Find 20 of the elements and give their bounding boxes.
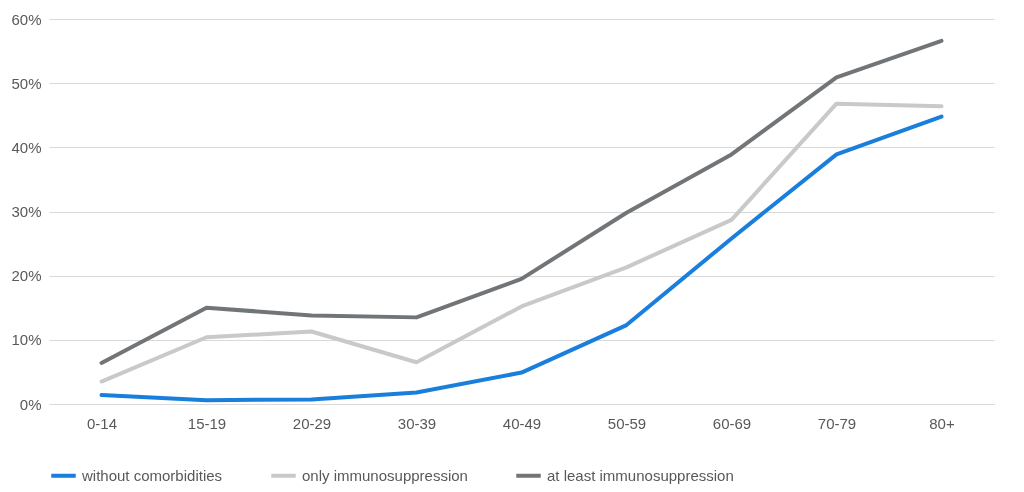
x-tick-label: 30-39: [397, 414, 437, 432]
y-tick-label: 0%: [19, 395, 42, 413]
y-tick-label: 50%: [11, 74, 42, 92]
x-tick-label: 20-29: [292, 414, 332, 432]
legend-label: only immunosuppression: [302, 466, 468, 484]
x-tick-label: 60-69: [712, 414, 752, 432]
legend-label: without comorbidities: [81, 466, 223, 484]
x-tick-label: 15-19: [187, 414, 227, 432]
line-series: [99, 38, 944, 365]
x-tick-label: 80+: [929, 414, 955, 432]
y-tick-label: 30%: [11, 203, 42, 220]
x-tick-label: 40-49: [502, 414, 542, 432]
x-tick-label: 70-79: [817, 414, 857, 432]
y-tick-label: 20%: [11, 267, 42, 285]
x-tick-label: 50-59: [607, 414, 647, 432]
y-tick-label: 10%: [11, 331, 42, 349]
legend-label: at least immunosuppression: [547, 466, 734, 484]
x-tick-label: 0-14: [86, 414, 118, 432]
y-tick-label: 60%: [11, 10, 42, 28]
y-tick-label: 40%: [11, 138, 42, 156]
